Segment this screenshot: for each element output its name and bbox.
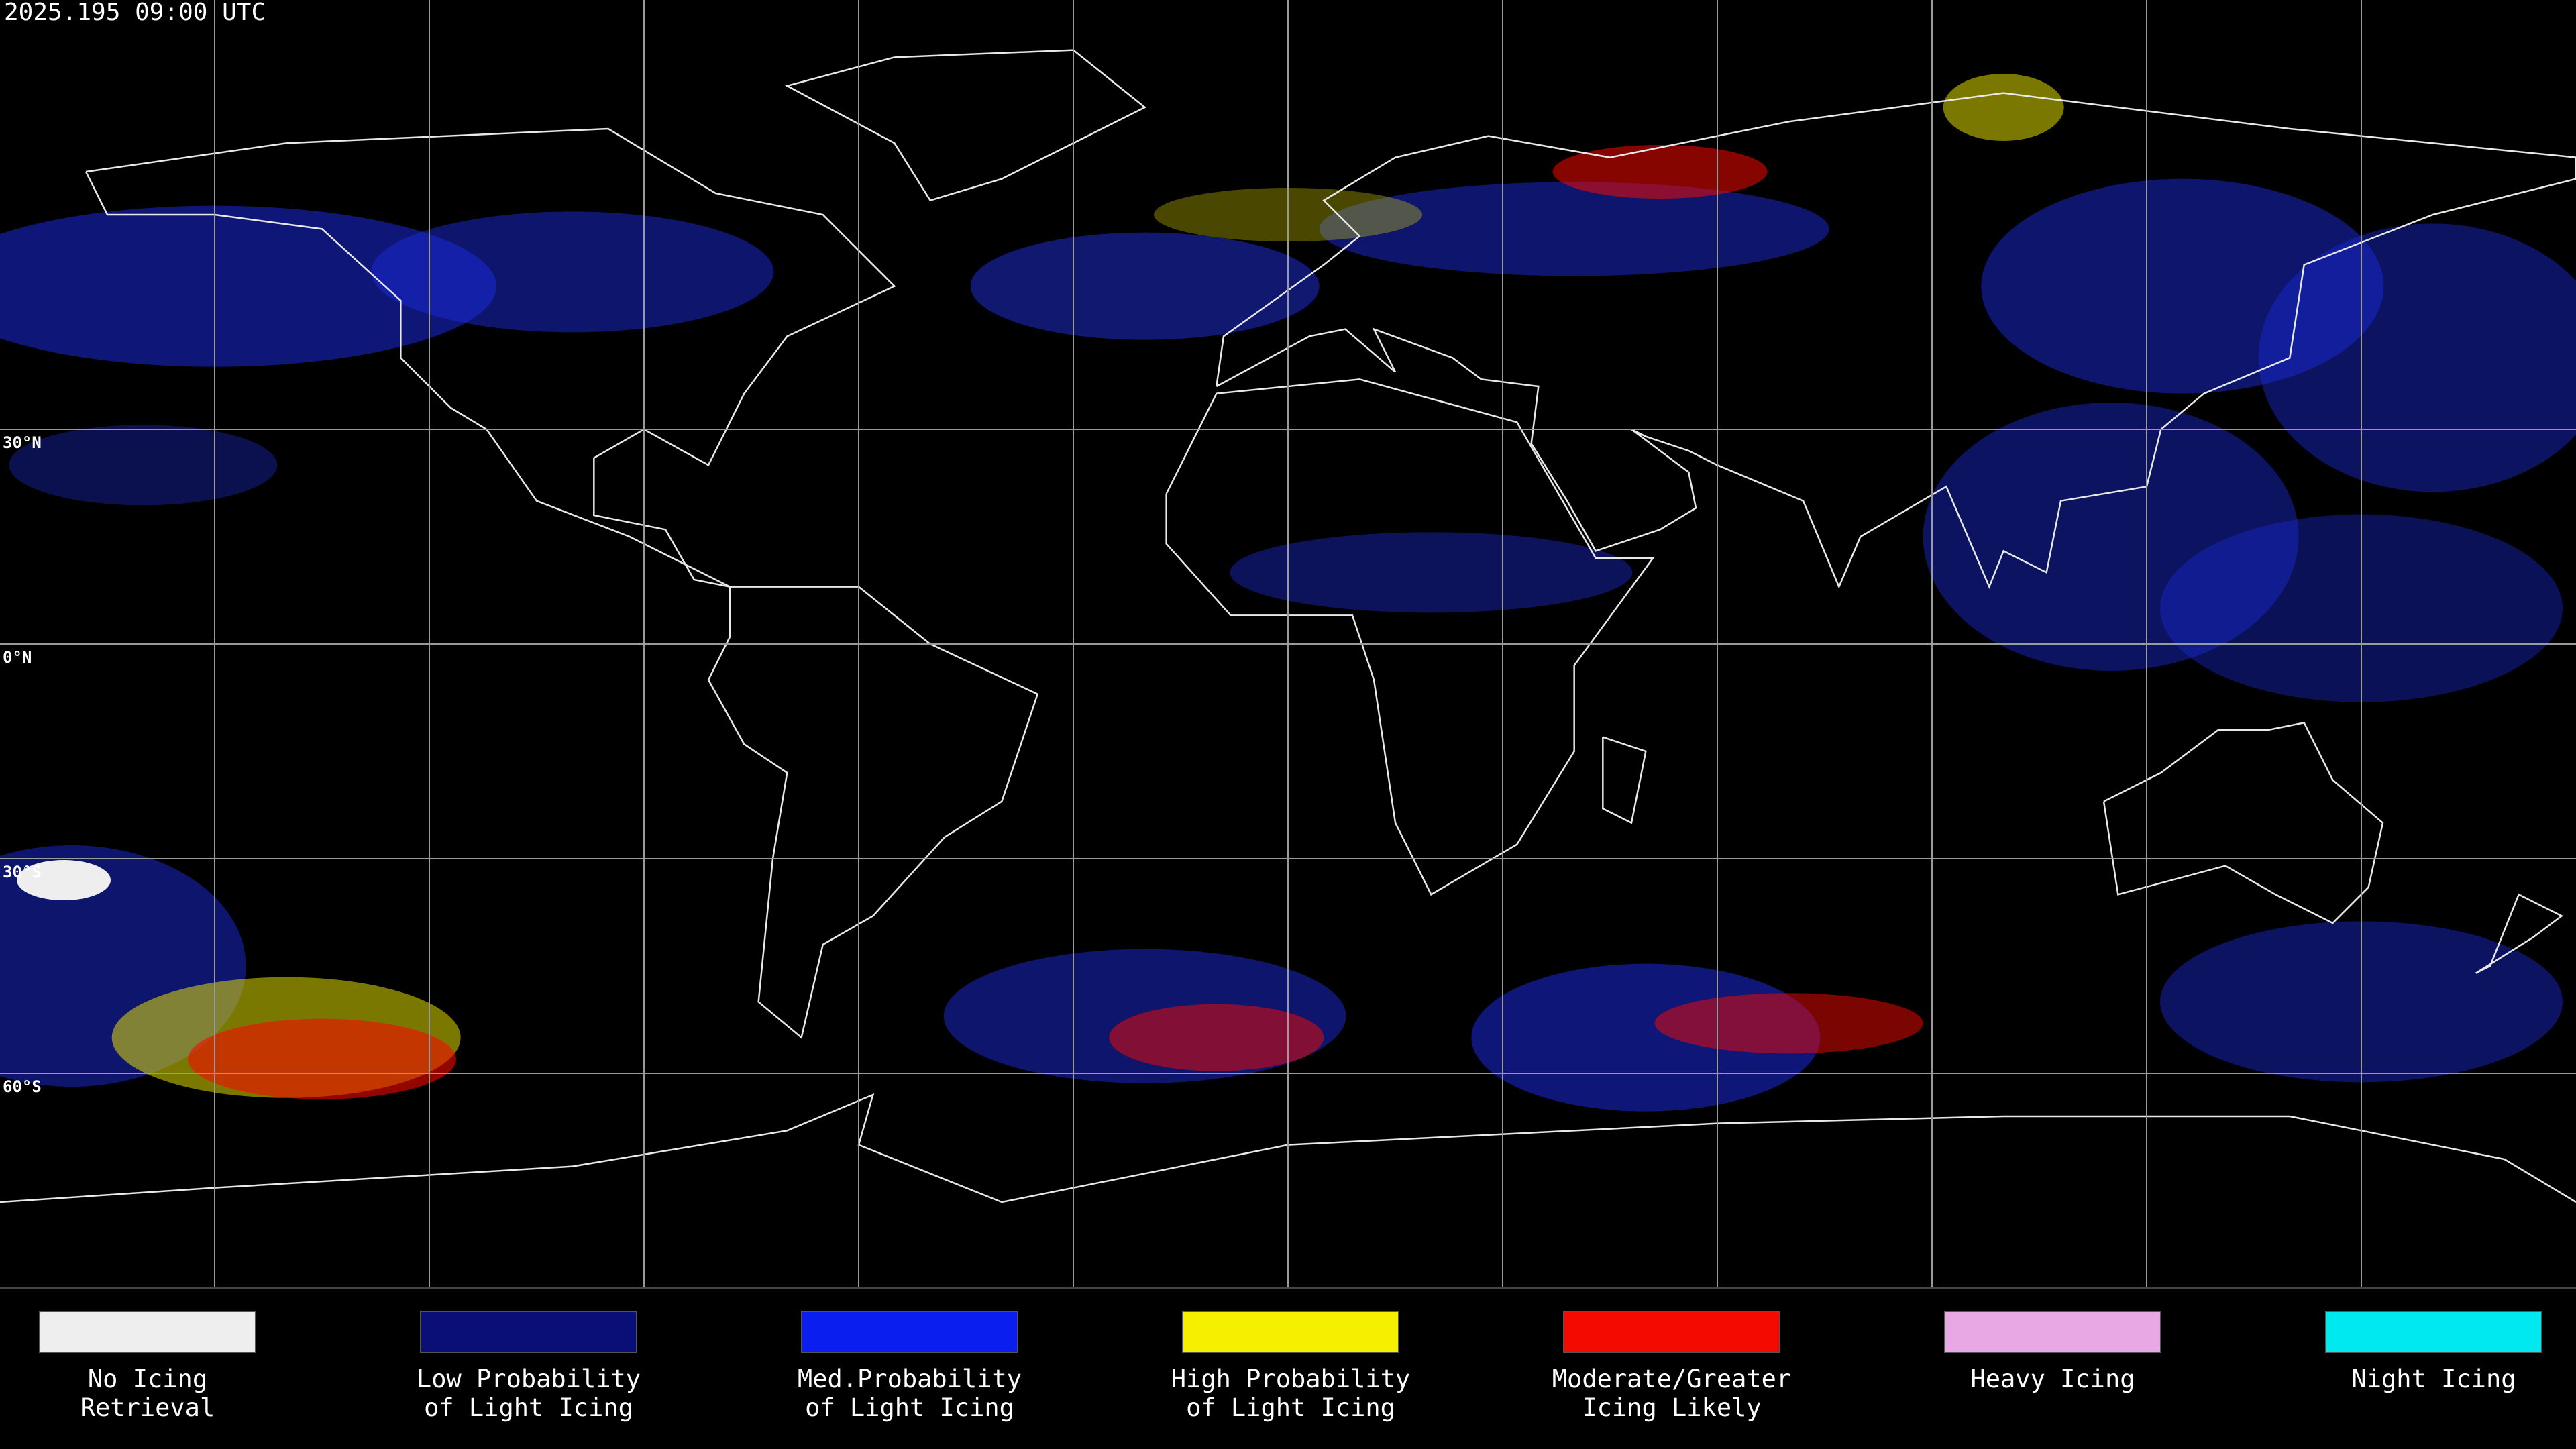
icing-area	[1943, 74, 2064, 141]
coastline	[1216, 92, 2576, 589]
coastline	[1165, 378, 1655, 896]
legend-label: No Icing	[88, 1364, 207, 1393]
icing-area	[0, 205, 496, 367]
legend-label: of Light Icing	[805, 1393, 1014, 1422]
legend-label: Retrieval	[80, 1393, 215, 1422]
legend-label: High Probability	[1171, 1364, 1410, 1393]
legend-label: Heavy Icing	[1970, 1364, 2135, 1393]
legend-label: Med.Probability	[798, 1364, 1022, 1393]
legend-swatch	[1944, 1311, 2161, 1353]
legend-label: of Light Icing	[1186, 1393, 1395, 1422]
legend-label: Moderate/Greater	[1552, 1364, 1791, 1393]
icing-area	[1230, 532, 1633, 613]
coastline	[1602, 736, 1647, 824]
coastline	[2102, 721, 2384, 924]
coastline	[2475, 893, 2564, 974]
latitude-label: 60°S	[3, 1077, 42, 1096]
legend-swatch	[420, 1311, 637, 1353]
coastline	[85, 127, 896, 588]
icing-area	[2258, 223, 2576, 492]
legend-label: Night Icing	[2351, 1364, 2516, 1393]
icing-area	[1923, 402, 2299, 671]
icing-area	[371, 211, 774, 333]
legend-swatch	[1563, 1311, 1780, 1353]
legend-swatch	[801, 1311, 1018, 1353]
icing-area	[188, 1018, 456, 1099]
legend-swatch	[1182, 1311, 1399, 1353]
icing-area	[9, 425, 278, 506]
icing-area	[1319, 182, 1829, 276]
icing-area	[970, 232, 1320, 340]
coastline	[0, 1093, 2576, 1203]
latitude-label: 30°N	[3, 433, 42, 452]
icing-area	[1552, 145, 1768, 199]
icing-area	[1654, 993, 1923, 1054]
coastline	[707, 586, 1039, 1039]
latitude-label: 30°S	[3, 863, 42, 881]
legend-label: of Light Icing	[424, 1393, 633, 1422]
latitude-label: 0°N	[3, 648, 32, 667]
legend-swatch	[39, 1311, 256, 1353]
legend-label: Low Probability	[417, 1364, 641, 1393]
icing-area	[1981, 178, 2384, 394]
icing-area	[1109, 1004, 1324, 1071]
no-retrieval-area	[17, 860, 111, 900]
map: 30°N 0°N 30°S 60°S	[0, 0, 2576, 1288]
legend-label: Icing Likely	[1582, 1393, 1761, 1422]
timestamp: 2025.195 09:00 UTC	[4, 0, 266, 26]
coastline	[784, 49, 1146, 202]
legend-swatch	[2325, 1311, 2542, 1353]
